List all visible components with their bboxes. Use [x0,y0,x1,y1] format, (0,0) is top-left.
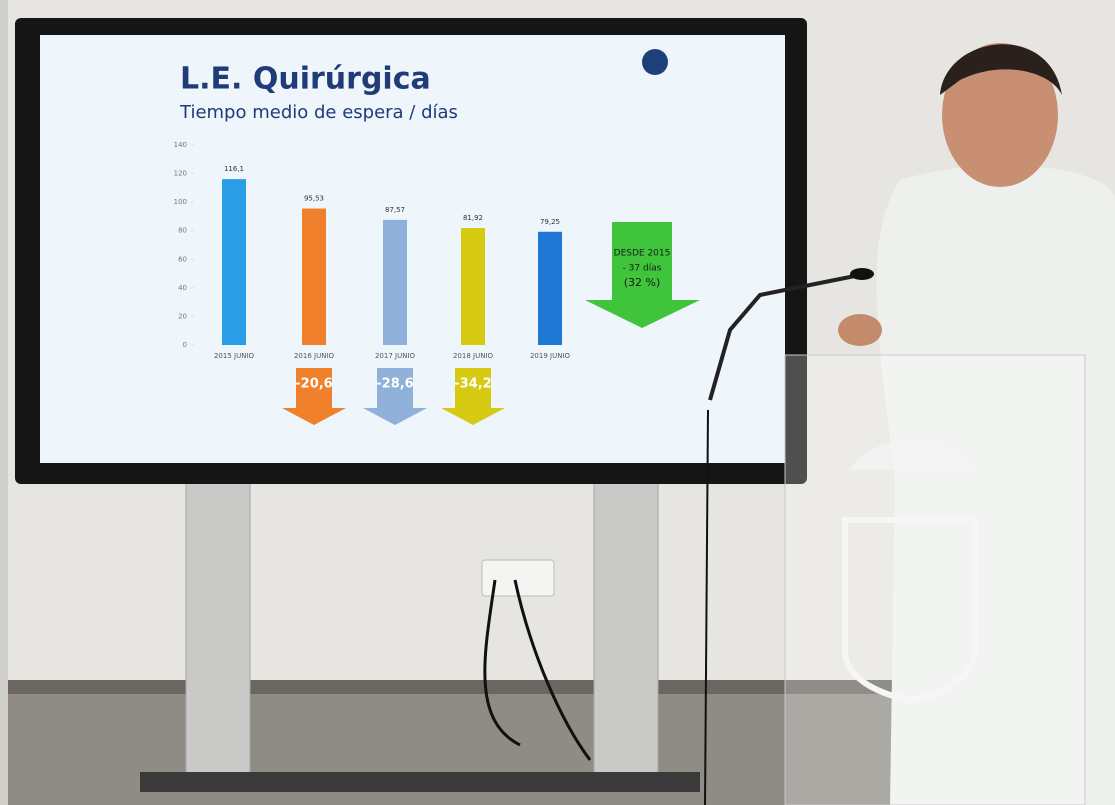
y-tick-label: 120 [174,170,187,178]
y-tick-label: 60 [178,255,187,263]
callout-text: - 37 días [623,264,662,274]
bar [461,228,485,345]
y-tick-label: 20 [178,312,187,320]
value-label: 87,57 [385,206,405,214]
x-tick-label: 2016 JUNIO [294,352,335,360]
bar [222,179,246,345]
microphone-head [850,268,874,280]
difference-label: -28,6 [376,377,413,392]
bar [538,232,562,345]
chart-subtitle: Tiempo medio de espera / días [179,102,458,123]
door-frame [0,0,8,805]
x-tick-label: 2018 JUNIO [453,352,494,360]
y-tick-label: 80 [178,227,187,235]
stand-post [186,470,250,790]
podium [785,355,1085,805]
chart-title: L.E. Quirúrgica [180,62,431,97]
difference-label: -34,2 [454,377,491,392]
hand [838,314,882,346]
stand-post [594,470,658,790]
x-tick-label: 2019 JUNIO [530,352,571,360]
bar [383,220,407,345]
stand-base [140,772,700,792]
value-label: 95,53 [304,195,324,203]
value-label: 81,92 [463,214,483,222]
difference-label: -20,6 [295,377,332,392]
y-tick-label: 100 [174,198,187,206]
y-tick-label: 40 [178,284,187,292]
x-tick-label: 2015 JUNIO [214,352,255,360]
value-label: 116,1 [224,165,244,173]
x-tick-label: 2017 JUNIO [375,352,416,360]
y-tick-label: 140 [174,141,187,149]
callout-text: (32 %) [624,276,661,289]
bar [302,209,326,345]
logo [642,49,668,75]
value-label: 79,25 [540,218,560,226]
scene: L.E. Quirúrgica Tiempo medio de espera /… [0,0,1115,805]
callout-text: DESDE 2015 [614,249,671,259]
y-tick-label: 0 [183,341,187,349]
